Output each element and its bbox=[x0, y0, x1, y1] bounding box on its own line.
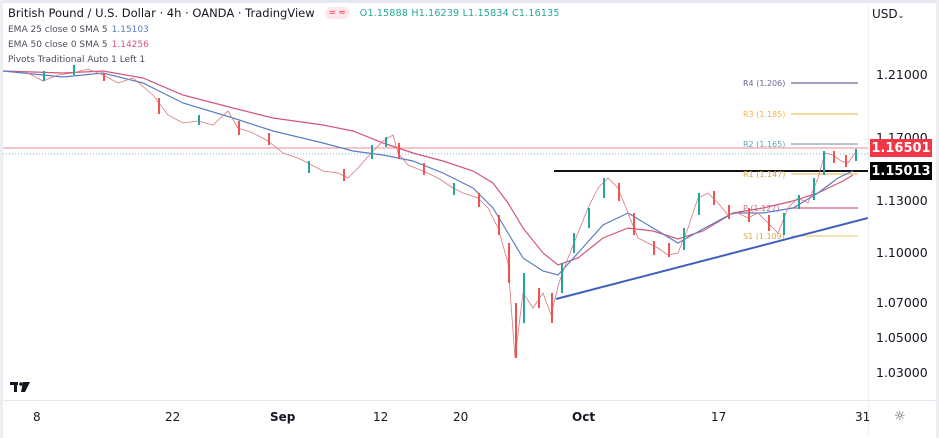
indicator-pivots[interactable]: Pivots Traditional Auto 1 Left 1 bbox=[8, 55, 146, 65]
ohlc-values: O1.15888 H1.16239 L1.15834 C1.16135 bbox=[359, 7, 560, 19]
price-tick: 1.05000 bbox=[876, 330, 928, 345]
symbol-title-row: British Pound / U.S. Dollar · 4h · OANDA… bbox=[8, 6, 560, 20]
close-value: 1.16135 bbox=[518, 7, 560, 19]
tradingview-logo-icon[interactable] bbox=[8, 378, 32, 396]
currency-selector[interactable]: USD⌄ bbox=[872, 7, 905, 21]
market-status-badge[interactable]: = ≈ bbox=[324, 7, 350, 19]
time-tick: 17 bbox=[711, 410, 727, 424]
time-tick: 31 bbox=[855, 410, 871, 424]
time-tick: Oct bbox=[572, 410, 596, 424]
time-axis[interactable] bbox=[3, 400, 868, 436]
left-border bbox=[0, 0, 3, 438]
symbol-title[interactable]: British Pound / U.S. Dollar · 4h · OANDA… bbox=[8, 6, 315, 20]
price-tick: 1.13000 bbox=[876, 193, 928, 208]
low-value: 1.15834 bbox=[468, 7, 509, 19]
svg-text:R1 (1.147): R1 (1.147) bbox=[743, 170, 785, 179]
svg-text:R3 (1.185): R3 (1.185) bbox=[743, 110, 785, 119]
chart-pane[interactable]: R4 (1.206) R3 (1.185) R2 (1.165) R1 (1.1… bbox=[3, 3, 868, 400]
approx-icon: ≈ bbox=[338, 8, 346, 18]
svg-text:R4 (1.206): R4 (1.206) bbox=[743, 79, 785, 88]
svg-text:R2 (1.165): R2 (1.165) bbox=[743, 140, 785, 149]
open-value: 1.15888 bbox=[367, 7, 409, 19]
ascending-trendline bbox=[555, 217, 868, 300]
price-tick: 1.21000 bbox=[876, 67, 928, 82]
indicator-ema50[interactable]: EMA 50 close 0 SMA 5 1.14256 bbox=[8, 40, 149, 50]
indicator-ema25[interactable]: EMA 25 close 0 SMA 5 1.15103 bbox=[8, 25, 149, 35]
price-tick: 1.10000 bbox=[876, 245, 928, 260]
time-tick: 8 bbox=[33, 410, 41, 424]
top-border bbox=[0, 0, 939, 3]
svg-text:S1 (1.109): S1 (1.109) bbox=[743, 232, 785, 241]
high-value: 1.16239 bbox=[418, 7, 460, 19]
time-tick: 22 bbox=[165, 410, 181, 424]
equals-icon: = bbox=[328, 8, 337, 18]
gear-icon[interactable]: ☼ bbox=[894, 409, 906, 424]
time-tick: Sep bbox=[270, 410, 296, 424]
current-price-label: 1.16501 bbox=[870, 139, 932, 157]
price-tick: 1.07000 bbox=[876, 295, 928, 310]
price-axis[interactable] bbox=[868, 3, 937, 400]
chart-legend: British Pound / U.S. Dollar · 4h · OANDA… bbox=[8, 6, 560, 65]
price-chart-svg: R4 (1.206) R3 (1.185) R2 (1.165) R1 (1.1… bbox=[3, 65, 868, 359]
right-border bbox=[936, 0, 939, 438]
axis-corner bbox=[868, 400, 937, 436]
time-tick: 12 bbox=[373, 410, 389, 424]
level-price-label: 1.15013 bbox=[870, 162, 932, 180]
chevron-down-icon: ⌄ bbox=[897, 11, 905, 20]
candlesticks bbox=[27, 65, 857, 359]
time-tick: 20 bbox=[453, 410, 469, 424]
price-tick: 1.03000 bbox=[876, 365, 928, 380]
